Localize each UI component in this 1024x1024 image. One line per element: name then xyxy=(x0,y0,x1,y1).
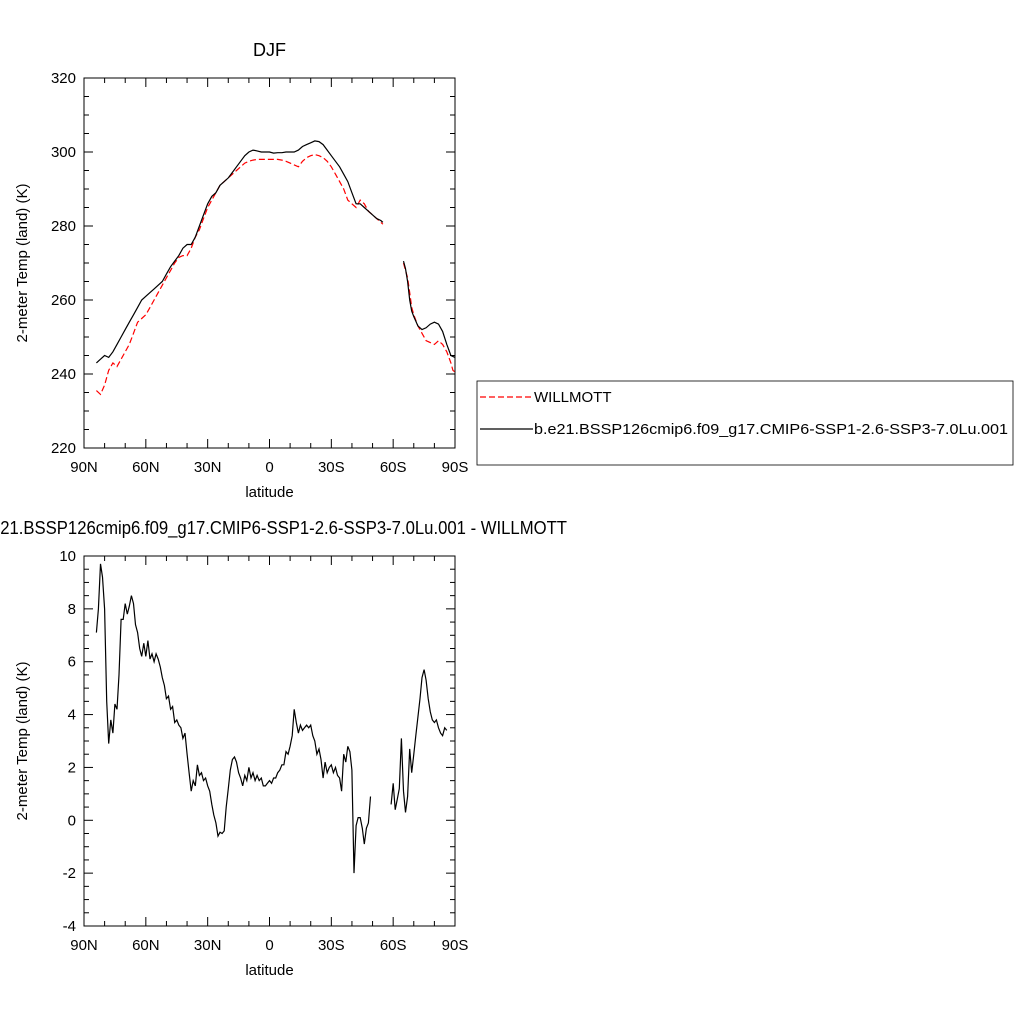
x-tick-label: 30N xyxy=(194,937,222,954)
legend: WILLMOTT b.e21.BSSP126cmip6.f09_g17.CMIP6… xyxy=(476,380,1014,466)
y-tick-label: 320 xyxy=(51,70,76,87)
y-axis-label: 2-meter Temp (land) (K) xyxy=(14,662,31,821)
x-tick-label: 90N xyxy=(70,937,98,954)
y-tick-label: 10 xyxy=(59,548,76,565)
series-line-0-segment-1 xyxy=(390,669,448,813)
x-tick-label: 60S xyxy=(380,937,407,954)
y-tick-label: 6 xyxy=(68,654,76,671)
legend-box xyxy=(476,380,1014,466)
plot-frame xyxy=(83,77,456,449)
y-tick-label: 220 xyxy=(51,440,76,457)
y-axis-label: 2-meter Temp (land) (K) xyxy=(14,184,31,343)
x-tick-label: 90S xyxy=(442,459,469,476)
x-tick-label: 30S xyxy=(318,937,345,954)
series-line-0-segment-0 xyxy=(95,563,372,874)
x-tick-label: 30N xyxy=(194,459,222,476)
x-tick-label: 0 xyxy=(265,459,273,476)
y-tick-label: 260 xyxy=(51,292,76,309)
x-tick-label: 0 xyxy=(265,937,273,954)
series-line-0-segment-0 xyxy=(95,153,384,396)
x-tick-label: 90N xyxy=(70,459,98,476)
legend-entry-1: b.e21.BSSP126cmip6.f09_g17.CMIP6-SSP1-2.… xyxy=(534,421,1008,438)
y-tick-label: 300 xyxy=(51,144,76,161)
series-line-0-segment-1 xyxy=(402,262,456,373)
x-tick-label: 60N xyxy=(132,937,160,954)
legend-entry-0: WILLMOTT xyxy=(534,389,612,406)
y-tick-label: -4 xyxy=(63,918,76,935)
series-line-1-segment-1 xyxy=(402,260,456,358)
x-axis-label: latitude xyxy=(245,484,293,501)
x-axis-label: latitude xyxy=(245,962,293,979)
x-tick-label: 60S xyxy=(380,459,407,476)
chart-title: b.e21.BSSP126cmip6.f09_g17.CMIP6-SSP1-2.… xyxy=(0,518,567,539)
x-tick-label: 90S xyxy=(442,937,469,954)
x-tick-label: 60N xyxy=(132,459,160,476)
temperature-panel: 90N 60N 30N 0 30S 60S 90S 220 240 260 280 300 320 lat… xyxy=(14,40,468,501)
y-tick-label: 2 xyxy=(68,759,76,776)
plot-frame xyxy=(83,555,456,927)
y-tick-label: 4 xyxy=(68,707,76,724)
y-tick-label: 8 xyxy=(68,601,76,618)
series-line-1-segment-0 xyxy=(95,140,384,364)
x-tick-label: 30S xyxy=(318,459,345,476)
y-tick-label: 240 xyxy=(51,366,76,383)
y-tick-label: -2 xyxy=(63,865,76,882)
y-tick-label: 280 xyxy=(51,218,76,235)
y-tick-label: 0 xyxy=(68,812,76,829)
chart-title: DJF xyxy=(253,40,286,60)
difference-panel: 90N 60N 30N 0 30S 60S 90S -4 -2 0 2 4 6 8 10 latitude 2-… xyxy=(0,518,567,979)
